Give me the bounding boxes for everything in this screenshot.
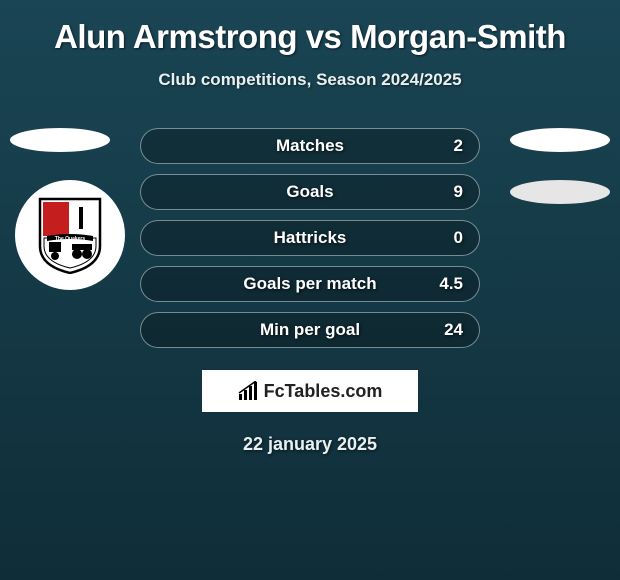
stat-value: 4.5	[439, 274, 463, 294]
brand-box: FcTables.com	[202, 370, 418, 412]
placeholder-ellipse-left	[10, 128, 110, 152]
stat-label: Matches	[276, 136, 344, 156]
date-text: 22 january 2025	[0, 434, 620, 455]
stat-value: 0	[454, 228, 463, 248]
stat-value: 9	[454, 182, 463, 202]
bar-chart-icon	[238, 381, 260, 401]
stat-label: Goals per match	[243, 274, 376, 294]
page-subtitle: Club competitions, Season 2024/2025	[0, 70, 620, 90]
stats-area: The Quakers Matches 2 Goals 9 Hattricks …	[0, 128, 620, 348]
stat-row-min-per-goal: Min per goal 24	[140, 312, 480, 348]
placeholder-ellipse-right-2	[510, 180, 610, 204]
stat-value: 24	[444, 320, 463, 340]
page-title: Alun Armstrong vs Morgan-Smith	[0, 18, 620, 56]
stat-row-matches: Matches 2	[140, 128, 480, 164]
main-container: Alun Armstrong vs Morgan-Smith Club comp…	[0, 0, 620, 455]
placeholder-ellipse-right-1	[510, 128, 610, 152]
club-badge: The Quakers	[15, 180, 125, 290]
stat-label: Min per goal	[260, 320, 360, 340]
club-shield-icon: The Quakers	[37, 196, 103, 274]
svg-text:The Quakers: The Quakers	[55, 236, 86, 242]
stat-row-goals-per-match: Goals per match 4.5	[140, 266, 480, 302]
stat-row-goals: Goals 9	[140, 174, 480, 210]
stat-label: Hattricks	[274, 228, 347, 248]
stat-value: 2	[454, 136, 463, 156]
stat-row-hattricks: Hattricks 0	[140, 220, 480, 256]
stat-label: Goals	[286, 182, 333, 202]
brand-text: FcTables.com	[264, 381, 383, 402]
